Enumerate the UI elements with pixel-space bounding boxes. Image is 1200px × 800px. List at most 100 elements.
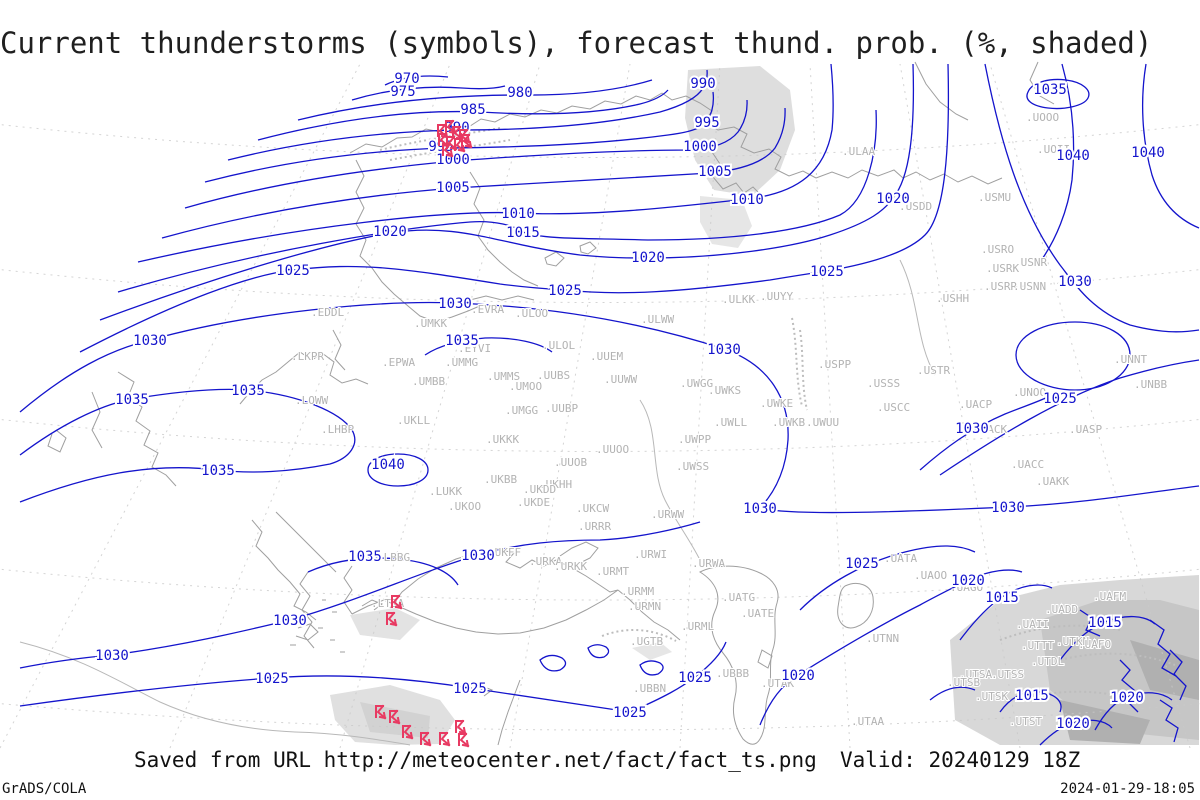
generation-timestamp: 2024-01-29-18:05 — [1060, 781, 1195, 797]
station-label: .EVRA — [471, 303, 504, 316]
isobar-label: 995 — [694, 115, 719, 131]
station-label: .UTSB — [947, 676, 980, 689]
isobar-label: 1005 — [698, 164, 732, 180]
isobar-label: 1030 — [133, 333, 167, 349]
isobar-label: 1020 — [1110, 690, 1144, 706]
isobar-label: 1015 — [1088, 615, 1122, 631]
station-label: .UWLL — [714, 416, 747, 429]
station-label: .UATA — [884, 552, 917, 565]
station-label: .USCC — [877, 401, 910, 414]
isobar-label: 1005 — [436, 180, 470, 196]
station-label: .UTDL — [1031, 655, 1064, 668]
station-label: .ULAA — [842, 145, 875, 158]
isobar-label: 1025 — [845, 556, 879, 572]
station-label: .UNBB — [1134, 378, 1167, 391]
station-label: .UADD — [1045, 603, 1078, 616]
station-label: .UUBS — [537, 369, 570, 382]
isobar-label: 1025 — [548, 283, 582, 299]
station-label: .UACK — [974, 423, 1007, 436]
station-label: .LBBG — [377, 551, 410, 564]
isobar-label: 1030 — [707, 342, 741, 358]
station-label: .LUKK — [429, 485, 462, 498]
station-label: .USRO — [981, 243, 1014, 256]
station-label: .UUOO — [596, 443, 629, 456]
isobar-label: 985 — [460, 102, 485, 118]
station-label: .URWW — [651, 508, 684, 521]
isobar-label: 1000 — [683, 139, 717, 155]
isobar-label: 1020 — [876, 191, 910, 207]
station-label: .UWKE — [760, 397, 793, 410]
isobar-label: 1040 — [1056, 148, 1090, 164]
station-label: .EYVI — [458, 342, 491, 355]
station-label: .LKPR — [291, 350, 324, 363]
isobar-label: 1030 — [991, 500, 1025, 516]
station-label: .URKK — [554, 560, 587, 573]
station-label: .USPP — [818, 358, 851, 371]
station-label: .UATG — [722, 591, 755, 604]
station-label: .UTNN — [866, 632, 899, 645]
isobar-label: 1020 — [373, 224, 407, 240]
isobar-label: 970 — [394, 71, 419, 87]
probability-shading — [330, 66, 1199, 745]
station-label: .URML — [681, 620, 714, 633]
station-label: .LOWW — [295, 394, 328, 407]
thunderstorm-symbol — [458, 733, 469, 747]
station-label: .UKDE — [517, 496, 550, 509]
station-label: .UTAK — [761, 677, 794, 690]
station-label: .UATE — [741, 607, 774, 620]
thunderstorm-symbols — [375, 120, 472, 747]
station-label: .UASP — [1069, 423, 1102, 436]
station-label: .USSS — [867, 377, 900, 390]
station-label: .UKDD — [523, 483, 556, 496]
station-label: .UUWW — [604, 373, 637, 386]
isobar-label: 1025 — [255, 671, 289, 687]
station-label: .EPWA — [382, 356, 415, 369]
isobar-label: 1030 — [461, 548, 495, 564]
isobar-label: 1010 — [730, 192, 764, 208]
station-label: .UNNT — [1114, 353, 1147, 366]
station-label: .UAFM — [1093, 590, 1126, 603]
station-label: .UBBB — [716, 667, 749, 680]
isobar-label: 990 — [690, 76, 715, 92]
station-label: .USMU — [978, 191, 1011, 204]
station-label: .UGTB — [630, 635, 663, 648]
isobar-label: 1025 — [613, 705, 647, 721]
isobar-label: 1025 — [1043, 391, 1077, 407]
isobar-label: 1025 — [810, 264, 844, 280]
station-label: .UMBB — [412, 375, 445, 388]
isobar-label: 1010 — [501, 206, 535, 222]
station-label: .USNR — [1014, 256, 1047, 269]
isobar-label: 1030 — [1058, 274, 1092, 290]
station-label: .UTTT — [1021, 639, 1054, 652]
isobar-label: 1030 — [438, 296, 472, 312]
isobar-label: 1030 — [955, 421, 989, 437]
station-label: .UTSS — [991, 668, 1024, 681]
station-label: .USNN — [1013, 280, 1046, 293]
isobar-label: 1035 — [115, 392, 149, 408]
station-label: .UKBB — [484, 473, 517, 486]
station-label: .LHBP — [321, 423, 354, 436]
station-label: .USRK — [986, 262, 1019, 275]
station-label: .UUEM — [590, 350, 623, 363]
station-label: .UTAA — [851, 715, 884, 728]
isobar-label: 975 — [390, 84, 415, 100]
isobar-contours — [19, 63, 1200, 746]
station-label: .UTSK — [975, 690, 1008, 703]
station-label: .UKFF — [488, 546, 521, 559]
isobar-label: 1035 — [231, 383, 265, 399]
station-label: .UMGG — [505, 404, 538, 417]
station-label: .UWUU — [806, 416, 839, 429]
isobar-label: 980 — [507, 85, 532, 101]
station-label: .USHH — [936, 292, 969, 305]
station-label: .UMKK — [414, 317, 447, 330]
station-label: .UWKS — [708, 384, 741, 397]
station-label: .UAGO — [950, 581, 983, 594]
isobar-label: 1030 — [95, 648, 129, 664]
isobar-label: 1040 — [371, 457, 405, 473]
station-label: .UMOO — [509, 380, 542, 393]
isobar-label: 1040 — [1131, 145, 1165, 161]
station-label: .URKA — [529, 555, 562, 568]
station-label: .UTST — [1009, 715, 1042, 728]
isobar-label: 1035 — [201, 463, 235, 479]
isobar-label: 1030 — [743, 501, 777, 517]
